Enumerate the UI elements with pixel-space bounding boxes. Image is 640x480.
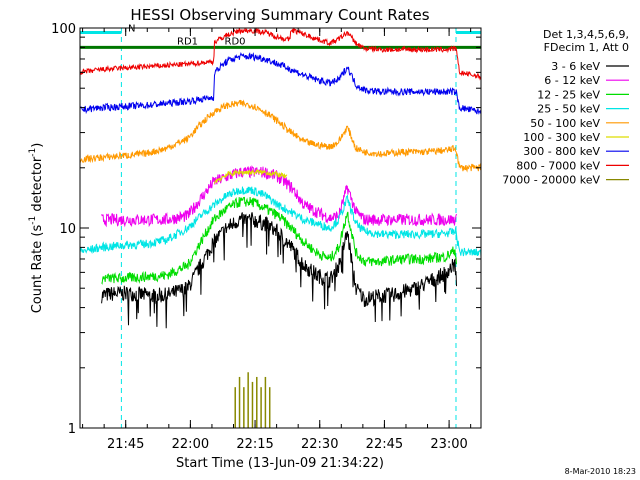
legend-label: 300 - 800 keV bbox=[523, 145, 600, 158]
legend-item: 800 - 7000 keV bbox=[516, 159, 629, 172]
series-layer bbox=[79, 27, 482, 428]
legend-item: 100 - 300 keV bbox=[523, 131, 629, 144]
legend-item: 25 - 50 keV bbox=[537, 103, 629, 116]
legend-item: 300 - 800 keV bbox=[523, 145, 629, 158]
series-line bbox=[101, 212, 457, 329]
plot-frame bbox=[79, 27, 482, 429]
series-line bbox=[79, 99, 482, 173]
y-tick-label: 1 bbox=[68, 422, 76, 437]
series-800-7000-kev bbox=[79, 27, 482, 81]
legend-label: 3 - 6 keV bbox=[551, 60, 600, 73]
y-tick-label: 10 bbox=[59, 222, 76, 237]
legend-label: 100 - 300 keV bbox=[523, 131, 600, 144]
y-axis-label-sup: -1 bbox=[28, 216, 38, 225]
x-tick-label: 22:15 bbox=[236, 437, 273, 452]
y-tick-label: 100 bbox=[51, 22, 76, 37]
legend-item: 12 - 25 keV bbox=[537, 88, 629, 101]
footer-date: 8-Mar-2010 18:23 bbox=[565, 467, 636, 476]
series-12-25-kev bbox=[101, 196, 457, 285]
series-100-300-kev bbox=[214, 168, 288, 184]
series-line bbox=[79, 27, 482, 81]
legend-item: 3 - 6 keV bbox=[551, 60, 629, 73]
legend-header-line-2: FDecim 1, Att 0 bbox=[544, 41, 629, 54]
series-line bbox=[101, 196, 457, 285]
y-axis-label-main: Count Rate (s bbox=[30, 225, 45, 314]
y-axis-label-sup-2: -1 bbox=[28, 148, 38, 157]
flag-layer: N RD1 RD0 bbox=[79, 23, 482, 428]
legend-label: 800 - 7000 keV bbox=[516, 159, 600, 172]
x-tick-label: 22:00 bbox=[172, 437, 209, 452]
chart-title: HESSI Observing Summary Count Rates bbox=[130, 6, 429, 24]
legend-label: 7000 - 20000 keV bbox=[502, 174, 600, 187]
series-line bbox=[79, 52, 482, 115]
legend-item: 6 - 12 keV bbox=[544, 74, 629, 87]
series-7000-20000-kev bbox=[234, 372, 271, 428]
tick-layer: 21:45 22:00 22:15 22:30 22:45 23:00 1 10 100 bbox=[51, 22, 481, 452]
x-axis-label: Start Time (13-Jun-09 21:34:22) bbox=[176, 456, 384, 471]
legend-label: 6 - 12 keV bbox=[544, 74, 600, 87]
legend-header-line-1: Det 1,3,4,5,6,9, bbox=[543, 28, 629, 41]
legend-label: 12 - 25 keV bbox=[537, 88, 600, 101]
x-tick-label: 22:45 bbox=[366, 437, 403, 452]
legend-item: 7000 - 20000 keV bbox=[502, 174, 629, 187]
series-3-6-kev bbox=[101, 212, 457, 329]
flag-label: RD0 bbox=[225, 36, 246, 47]
flag-label: RD1 bbox=[177, 36, 198, 47]
series-6-12-kev bbox=[101, 164, 457, 228]
series-line bbox=[79, 186, 482, 258]
series-25-50-kev bbox=[79, 186, 482, 258]
legend-item: 50 - 100 keV bbox=[530, 117, 629, 130]
x-tick-label: 21:45 bbox=[107, 437, 144, 452]
legend-label: 25 - 50 keV bbox=[537, 103, 600, 116]
series-line bbox=[101, 164, 457, 228]
y-axis-label-tail: detector bbox=[30, 156, 45, 216]
legend-label: 50 - 100 keV bbox=[530, 117, 600, 130]
x-tick-label: 22:30 bbox=[301, 437, 338, 452]
y-axis-label: Count Rate (s-1 detector-1) bbox=[28, 143, 45, 314]
y-axis-label-close: ) bbox=[30, 143, 45, 148]
series-50-100-kev bbox=[79, 99, 482, 173]
x-tick-label: 23:00 bbox=[430, 437, 467, 452]
flag-label: N bbox=[128, 23, 135, 34]
series-300-800-kev bbox=[79, 52, 482, 115]
series-line bbox=[214, 168, 288, 184]
